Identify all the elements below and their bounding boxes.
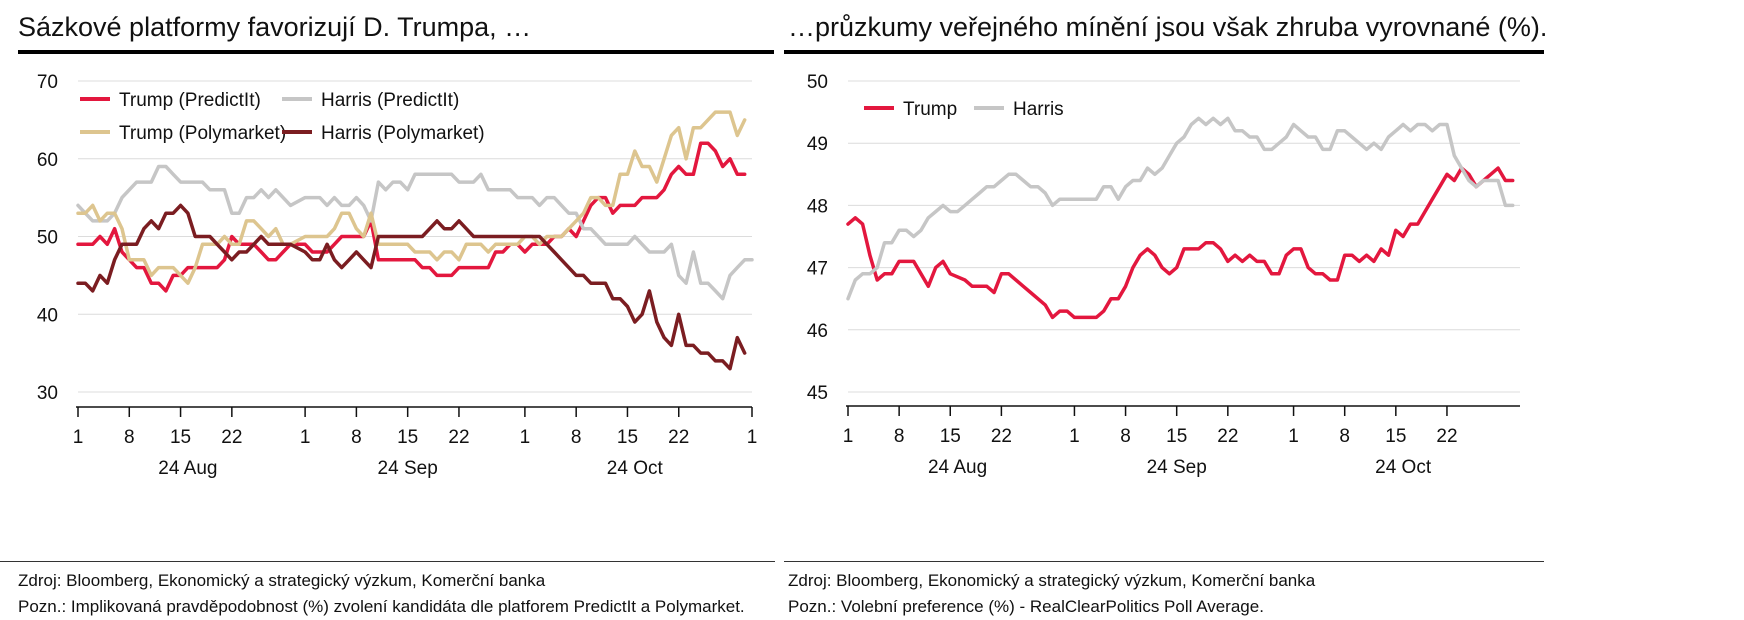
right-title-rule xyxy=(784,50,1544,54)
left-chart-x-tick-label: 22 xyxy=(221,427,242,448)
left-chart-x-tick-label: 8 xyxy=(571,427,582,448)
left-chart-series-line xyxy=(76,141,747,293)
right-chart-series-line xyxy=(846,116,1515,301)
left-chart-series-line xyxy=(76,110,747,285)
left-title-rule xyxy=(18,50,774,54)
right-chart-month-label: 24 Sep xyxy=(1147,457,1207,478)
right-footer-rule xyxy=(784,561,1544,562)
right-chart-x-tick-label: 22 xyxy=(1436,426,1457,447)
right-chart-legend-label: Harris xyxy=(1013,99,1064,120)
left-chart-month-label: 24 Sep xyxy=(378,458,438,479)
right-chart-month-label: 24 Oct xyxy=(1375,457,1432,478)
right-chart-y-tick-label: 47 xyxy=(807,259,828,280)
left-note-text: Pozn.: Implikovaná pravděpodobnost (%) z… xyxy=(18,597,745,616)
left-chart-y-tick-label: 30 xyxy=(37,383,58,404)
right-chart-x-tick-label: 15 xyxy=(940,426,961,447)
left-chart-x-tick-label: 15 xyxy=(397,427,418,448)
left-chart-x-tick-label: 8 xyxy=(351,427,362,448)
left-chart-y-tick-label: 60 xyxy=(37,150,58,171)
right-chart-y-tick-label: 49 xyxy=(807,134,828,155)
right-chart-x-tick-label: 22 xyxy=(991,426,1012,447)
right-chart-x-tick-label: 1 xyxy=(843,426,854,447)
left-chart-x-tick-label: 8 xyxy=(124,427,135,448)
left-chart-legend-label: Trump (PredictIt) xyxy=(119,90,261,111)
left-chart-series-line xyxy=(76,164,754,301)
left-chart-legend-label: Harris (Polymarket) xyxy=(321,123,485,144)
left-source-block: Zdroj: Bloomberg, Ekonomický a strategic… xyxy=(18,568,745,620)
left-chart-x-tick-label: 15 xyxy=(170,427,191,448)
left-footer-rule xyxy=(0,561,775,562)
right-chart-x-tick-label: 1 xyxy=(1069,426,1080,447)
left-chart-x-tick-label: 1 xyxy=(747,427,758,448)
right-chart-x-tick-label: 8 xyxy=(1339,426,1350,447)
left-chart-x-tick-label: 15 xyxy=(617,427,638,448)
left-chart-x-tick-label: 22 xyxy=(668,427,689,448)
right-chart-title: …průzkumy veřejného mínění jsou však zhr… xyxy=(788,12,1548,42)
right-chart-month-label: 24 Aug xyxy=(928,457,987,478)
right-chart-x-tick-label: 15 xyxy=(1385,426,1406,447)
left-chart-series-line xyxy=(76,203,747,371)
left-chart-legend-label: Trump (Polymarket) xyxy=(119,123,286,144)
right-chart-y-tick-label: 50 xyxy=(807,72,828,93)
right-source-text: Zdroj: Bloomberg, Ekonomický a strategic… xyxy=(788,571,1316,590)
left-chart-y-tick-label: 50 xyxy=(37,228,58,249)
right-note-text: Pozn.: Volební preference (%) - RealClea… xyxy=(788,597,1264,616)
left-source-text: Zdroj: Bloomberg, Ekonomický a strategic… xyxy=(18,571,546,590)
right-chart-y-tick-label: 48 xyxy=(807,196,828,217)
left-chart-month-label: 24 Oct xyxy=(607,458,664,479)
left-chart-title: Sázkové platformy favorizují D. Trumpa, … xyxy=(18,12,532,42)
left-chart-y-tick-label: 40 xyxy=(37,305,58,326)
right-chart-series-line xyxy=(846,166,1515,320)
left-chart-legend-label: Harris (PredictIt) xyxy=(321,90,459,111)
left-chart-x-tick-label: 1 xyxy=(520,427,531,448)
right-chart-y-tick-label: 46 xyxy=(807,321,828,342)
left-chart-x-tick-label: 1 xyxy=(73,427,84,448)
right-source-block: Zdroj: Bloomberg, Ekonomický a strategic… xyxy=(788,568,1315,620)
left-chart-month-label: 24 Aug xyxy=(158,458,217,479)
left-chart-x-tick-label: 22 xyxy=(448,427,469,448)
left-chart-y-tick-label: 70 xyxy=(37,72,58,93)
right-chart-x-tick-label: 1 xyxy=(1288,426,1299,447)
right-chart-x-tick-label: 22 xyxy=(1217,426,1238,447)
right-chart-legend-label: Trump xyxy=(903,99,957,120)
right-chart-x-tick-label: 15 xyxy=(1166,426,1187,447)
right-chart-x-tick-label: 8 xyxy=(1120,426,1131,447)
left-betting-odds-chart: 30 40 50 60 70 1 8 15 22 1 8 15 22 1 8 15 22 1 24 Aug 24 Se… xyxy=(37,72,758,479)
right-chart-y-tick-label: 45 xyxy=(807,383,828,404)
left-chart-x-tick-label: 1 xyxy=(300,427,311,448)
right-chart-x-tick-label: 8 xyxy=(894,426,905,447)
